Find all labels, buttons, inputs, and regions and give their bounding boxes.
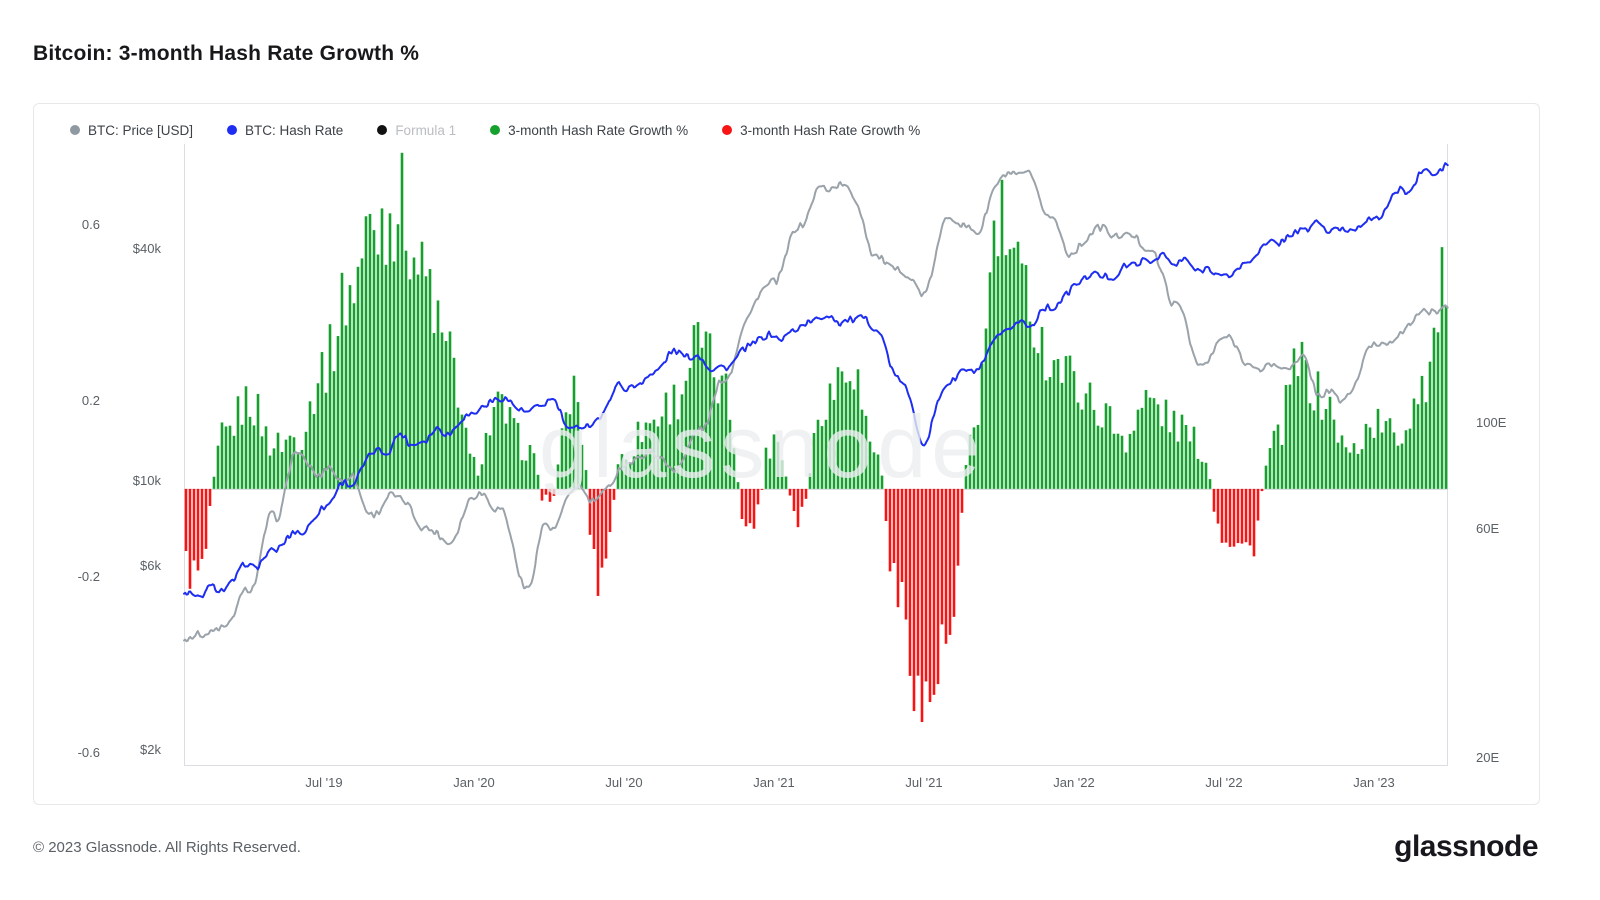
legend-dot-icon xyxy=(377,125,388,135)
legend-item-0[interactable]: BTC: Price [USD] xyxy=(70,123,193,138)
glassnode-logo: glassnode xyxy=(1394,830,1538,863)
footer: © 2023 Glassnode. All Rights Reserved. g… xyxy=(33,824,1538,870)
legend-item-3[interactable]: 3-month Hash Rate Growth % xyxy=(490,123,688,138)
page-title: Bitcoin: 3-month Hash Rate Growth % xyxy=(33,42,420,65)
legend-dot-icon xyxy=(70,125,80,135)
chart-card: BTC: Price [USD] BTC: Hash Rate Formula 1 3… xyxy=(33,103,1540,805)
legend-dot-icon xyxy=(722,125,733,135)
chart-legend: BTC: Price [USD] BTC: Hash Rate Formula 1 3… xyxy=(70,118,920,142)
legend-item-label: BTC: Price [USD] xyxy=(88,122,194,138)
legend-item-label: BTC: Hash Rate xyxy=(245,122,344,138)
chart-canvas[interactable] xyxy=(34,104,1539,804)
legend-dot-icon xyxy=(227,125,238,135)
legend-item-label: Formula 1 xyxy=(395,122,457,138)
legend-item-4[interactable]: 3-month Hash Rate Growth % xyxy=(722,123,920,138)
legend-dot-icon xyxy=(490,125,501,135)
chart-plot[interactable]: glassnode 0.6 0.2 -0.2 -0.6 $40k $10k $6k $2k 10… xyxy=(34,104,1539,804)
legend-item-1[interactable]: BTC: Hash Rate xyxy=(227,123,343,138)
legend-item-2[interactable]: Formula 1 xyxy=(377,123,456,138)
legend-item-label: 3-month Hash Rate Growth % xyxy=(508,122,689,138)
copyright-text: © 2023 Glassnode. All Rights Reserved. xyxy=(33,838,301,856)
legend-item-label: 3-month Hash Rate Growth % xyxy=(740,122,921,138)
